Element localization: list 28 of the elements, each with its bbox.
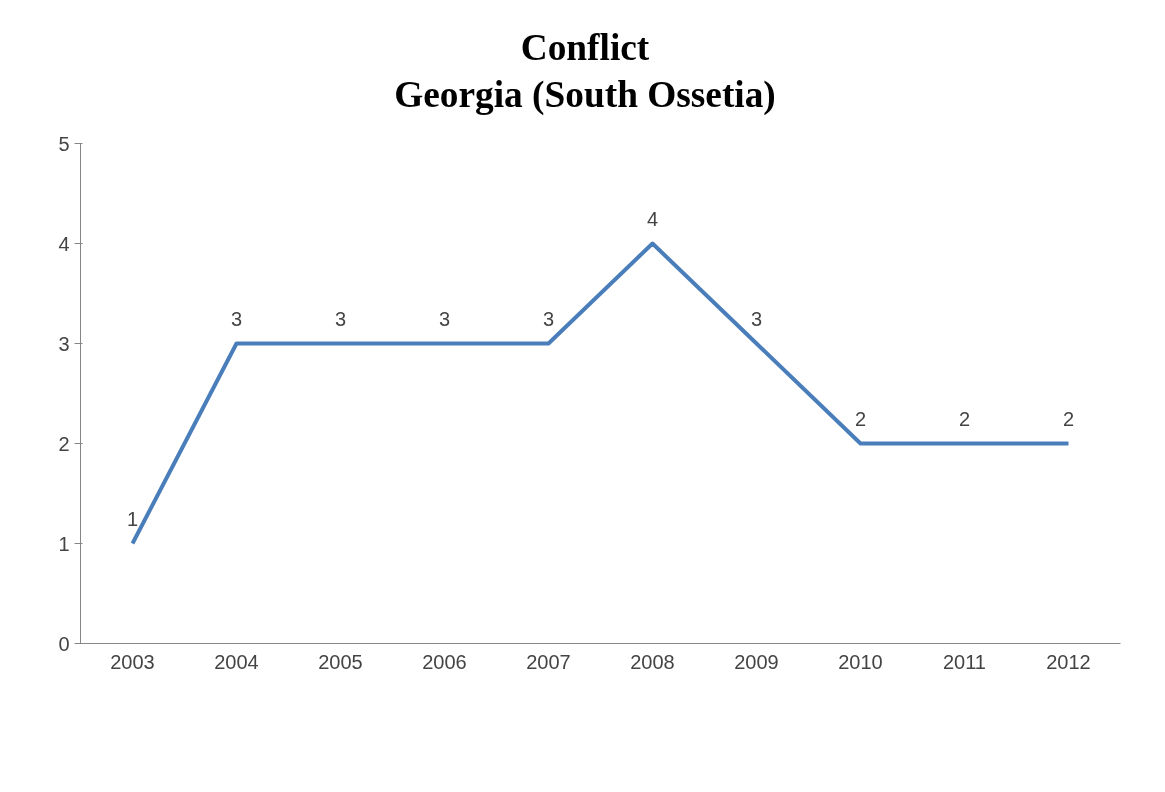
y-tick-label: 5 xyxy=(58,132,70,155)
data-label: 2 xyxy=(854,407,867,430)
y-tick-label: 4 xyxy=(58,232,70,255)
chart-title: Conflict Georgia (South Ossetia) xyxy=(394,26,776,117)
x-tick-label: 2004 xyxy=(214,650,259,673)
data-label: 3 xyxy=(542,307,555,330)
data-label: 1 xyxy=(126,507,139,530)
x-tick-label: 2006 xyxy=(422,650,467,673)
data-label: 2 xyxy=(1062,407,1075,430)
x-tick-label: 2009 xyxy=(734,650,779,673)
data-label: 2 xyxy=(958,407,971,430)
x-tick-label: 2007 xyxy=(526,650,571,673)
line-series xyxy=(130,241,1071,546)
x-tick-label: 2008 xyxy=(630,650,675,673)
x-tick-label: 2010 xyxy=(838,650,883,673)
x-tick-label: 2011 xyxy=(943,650,987,673)
data-label: 4 xyxy=(646,207,659,230)
y-tick-label: 1 xyxy=(58,532,70,555)
data-label: 3 xyxy=(230,307,243,330)
x-tick-label: 2003 xyxy=(110,650,155,673)
x-tick-label: 2005 xyxy=(318,650,363,673)
x-tick-label: 2012 xyxy=(1046,650,1091,673)
data-label: 3 xyxy=(750,307,763,330)
y-tick-label: 3 xyxy=(58,332,70,355)
data-label: 3 xyxy=(438,307,451,330)
y-tick-label: 0 xyxy=(58,632,70,655)
y-tick-label: 2 xyxy=(58,432,70,455)
data-label: 3 xyxy=(334,307,347,330)
